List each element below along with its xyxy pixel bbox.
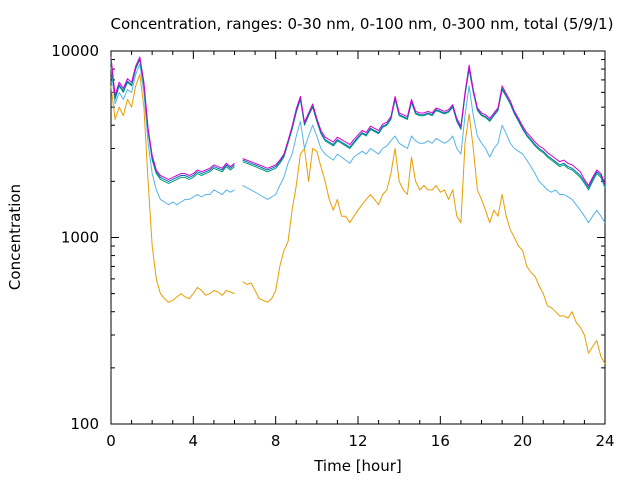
series-line-4 (110, 58, 606, 189)
y-tick-label: 1000 (61, 229, 99, 247)
series-line-5 (110, 56, 606, 186)
x-tick-label: 4 (189, 432, 199, 450)
x-tick-label: 8 (271, 432, 281, 450)
series-line-3 (110, 59, 606, 191)
x-tick-label: 20 (513, 432, 532, 450)
x-tick-label: 16 (431, 432, 450, 450)
tick-labels: 0 4 8 12 16 20 24 100 1000 10000 (51, 42, 614, 450)
series-line-2 (110, 63, 606, 224)
series-line-1 (110, 73, 606, 365)
y-tick-label: 10000 (51, 42, 99, 60)
x-tick-label: 0 (106, 432, 116, 450)
plot-frame (110, 50, 606, 425)
x-tick-label: 12 (348, 432, 367, 450)
chart-title: Concentration, ranges: 0-30 nm, 0-100 nm… (111, 15, 614, 33)
series-layer (110, 56, 606, 365)
y-axis-label: Concentration (6, 184, 24, 290)
y-tick-label: 100 (70, 415, 99, 433)
axis-ticks (110, 50, 606, 425)
x-tick-label: 24 (595, 432, 614, 450)
x-axis-label: Time [hour] (313, 457, 402, 475)
